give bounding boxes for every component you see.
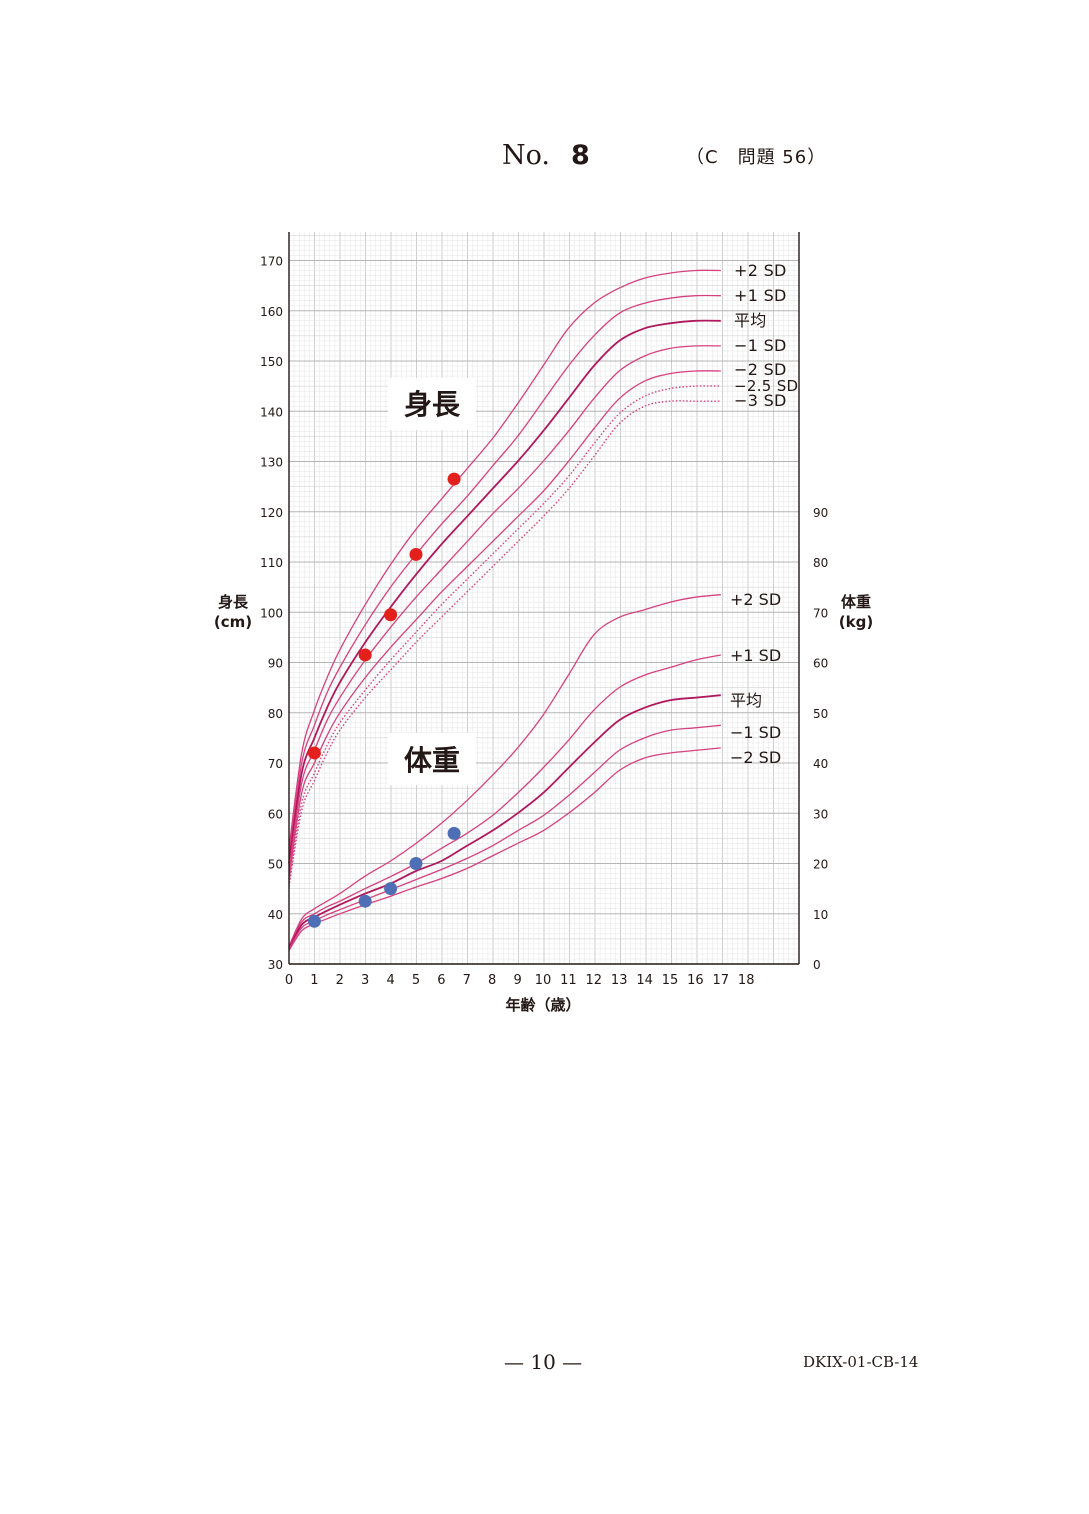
document-number: 8	[571, 140, 590, 171]
chart-points	[307, 472, 461, 928]
y-tick-label-left: 60	[268, 807, 283, 821]
x-tick-label: 12	[586, 973, 603, 988]
x-tick-label: 5	[412, 973, 420, 988]
height-curve-line	[288, 370, 721, 879]
y-tick-label-right: 0	[813, 958, 821, 972]
y-tick-label-left: 90	[268, 657, 283, 671]
y-tick-label-right: 90	[813, 506, 828, 520]
y-tick-label-left: 170	[260, 255, 283, 269]
y-tick-label-left: 100	[260, 606, 283, 620]
y-tick-label-left: 130	[260, 456, 283, 470]
chart-grid	[288, 232, 800, 965]
weight-curve-line	[288, 654, 721, 948]
chart-curves	[288, 269, 721, 951]
weight-curve-line	[288, 747, 721, 951]
x-tick-label: 10	[535, 973, 552, 988]
page-number: — 10 —	[504, 1350, 583, 1374]
height-curve-label: 平均	[734, 311, 767, 330]
weight-curve-label: +1 SD	[730, 646, 781, 665]
y-tick-label-left: 80	[268, 707, 283, 721]
y-tick-label-left: 140	[260, 405, 283, 419]
height-curve-line	[288, 345, 721, 872]
height-data-point	[307, 746, 321, 760]
document-code: DKIX-01-CB-14	[803, 1353, 919, 1371]
document-number-label: No.	[502, 140, 550, 171]
weight-curve-line	[288, 724, 721, 950]
y-tick-label-left: 150	[260, 355, 283, 369]
x-tick-label: 15	[662, 973, 679, 988]
weight-curve-line	[288, 594, 721, 947]
y-tick-label-right: 80	[813, 556, 828, 570]
height-curve-line	[288, 400, 721, 887]
x-tick-label: 6	[437, 973, 445, 988]
height-curve-line	[288, 269, 721, 849]
x-tick-label: 0	[285, 973, 293, 988]
weight-title-background	[388, 733, 476, 785]
x-tick-label: 14	[636, 973, 653, 988]
height-curve-label: −2 SD	[734, 360, 787, 379]
height-data-point	[409, 547, 423, 561]
x-tick-label: 9	[513, 973, 521, 988]
weight-curve-label: −1 SD	[730, 723, 781, 742]
question-reference: （C 問題 56）	[686, 147, 827, 168]
weight-data-point	[447, 826, 461, 840]
weight-curve-line	[288, 694, 721, 949]
y-tick-label-left: 40	[268, 908, 283, 922]
x-tick-label: 11	[560, 973, 577, 988]
x-tick-label: 7	[463, 973, 471, 988]
y-axis-unit-right: (kg)	[839, 613, 873, 631]
height-curve-label: −1 SD	[734, 336, 787, 355]
weight-data-point	[409, 857, 423, 870]
y-tick-label-right: 10	[813, 908, 828, 922]
y-tick-label-left: 70	[268, 757, 283, 771]
y-tick-label-right: 30	[813, 807, 828, 821]
chart-frame	[288, 232, 800, 965]
weight-curve-label: −2 SD	[730, 748, 781, 767]
x-tick-label: 1	[310, 973, 318, 988]
height-title-background	[388, 378, 476, 430]
y-axis-title-right: 体重	[841, 593, 871, 611]
y-tick-label-right: 70	[813, 606, 828, 620]
x-tick-label: 2	[336, 973, 344, 988]
x-tick-label: 17	[713, 973, 730, 988]
height-curve-label: +1 SD	[734, 286, 787, 305]
x-tick-label: 8	[488, 973, 496, 988]
weight-data-point	[384, 882, 398, 896]
x-axis-title: 年齢（歳）	[505, 996, 580, 1014]
x-tick-label: 3	[361, 973, 369, 988]
height-curve-line	[288, 385, 721, 884]
height-curve-label: −2.5 SD	[734, 377, 798, 395]
height-curve-label: +2 SD	[734, 261, 787, 280]
height-title: 身長	[404, 388, 461, 421]
weight-curve-label: +2 SD	[730, 590, 781, 609]
y-tick-label-right: 20	[813, 858, 828, 872]
height-data-point	[447, 472, 461, 486]
x-tick-label: 4	[386, 973, 394, 988]
height-curve-line	[288, 319, 721, 864]
y-tick-label-left: 110	[260, 556, 283, 570]
weight-data-point	[358, 894, 372, 908]
y-axis-unit-left: (cm)	[214, 613, 252, 631]
weight-data-point	[307, 914, 321, 928]
x-tick-label: 16	[687, 973, 704, 988]
y-tick-label-left: 160	[260, 305, 283, 319]
height-data-point	[358, 648, 372, 662]
x-tick-label: 13	[611, 973, 628, 988]
y-axis-title-left: 身長	[218, 593, 249, 611]
y-tick-label-right: 60	[813, 657, 828, 671]
y-tick-label-left: 30	[268, 958, 283, 972]
height-curve-line	[288, 294, 721, 857]
y-tick-label-right: 40	[813, 757, 828, 771]
height-curve-label: −3 SD	[734, 391, 787, 410]
y-tick-label-left: 50	[268, 858, 283, 872]
y-tick-label-left: 120	[260, 506, 283, 520]
x-tick-label: 18	[738, 973, 755, 988]
y-tick-label-right: 50	[813, 707, 828, 721]
weight-curve-label: 平均	[730, 691, 762, 710]
height-data-point	[384, 608, 398, 622]
weight-title: 体重	[404, 744, 460, 777]
